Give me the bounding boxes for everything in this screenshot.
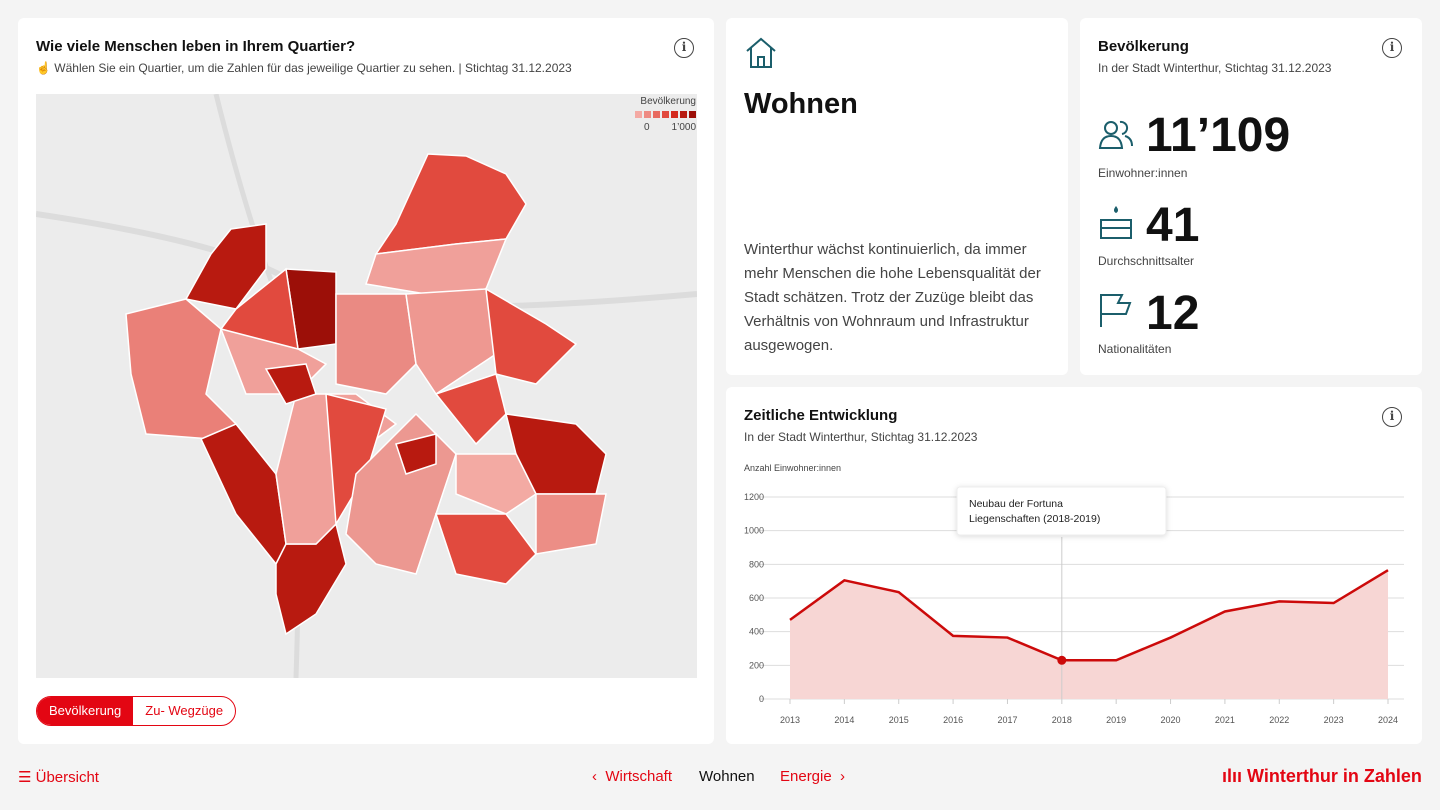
map-hint: ☝ Wählen Sie ein Quartier, um die Zahlen… xyxy=(36,61,572,75)
chart-subtitle: In der Stadt Winterthur, Stichtag 31.12.… xyxy=(744,430,978,444)
intro-text: Winterthur wächst kontinuierlich, da imm… xyxy=(744,241,1041,354)
map-card: Wie viele Menschen leben in Ihrem Quarti… xyxy=(18,18,714,744)
legend-max: 1’000 xyxy=(671,122,696,133)
kpi-value: 11’109 xyxy=(1146,109,1291,162)
brand-label: Winterthur in Zahlen xyxy=(1247,766,1422,786)
toggle-bevoelkerung[interactable]: Bevölkerung xyxy=(37,697,134,725)
house-icon xyxy=(746,37,776,68)
chevron-left-icon: ‹ xyxy=(592,768,597,785)
prev-label: Wirtschaft xyxy=(605,768,673,785)
overview-link[interactable]: ☰ Übersicht xyxy=(18,768,99,786)
y-tick-label: 400 xyxy=(749,627,764,637)
y-tick-label: 200 xyxy=(749,660,764,670)
info-icon[interactable]: i xyxy=(674,38,694,58)
population-chart: Anzahl Einwohner:innen 0 200 400 600 800 1000 1… xyxy=(744,463,1404,725)
hand-pointer-icon: ☝ xyxy=(36,61,51,75)
x-tick-label: 2019 xyxy=(1106,715,1126,725)
legend-swatch xyxy=(653,111,660,118)
intro-title: Wohnen xyxy=(744,88,858,120)
map-title: Wie viele Menschen leben in Ihrem Quarti… xyxy=(36,38,356,55)
x-tick-label: 2013 xyxy=(780,715,800,725)
x-tick-label: 2024 xyxy=(1378,715,1398,725)
brand-logo[interactable]: ılıı Winterthur in Zahlen xyxy=(1222,766,1422,787)
chart-title: Zeitliche Entwicklung xyxy=(744,407,898,424)
quarter-map[interactable] xyxy=(36,94,697,678)
x-tick-label: 2014 xyxy=(834,715,854,725)
y-tick-label: 800 xyxy=(749,559,764,569)
x-tick-label: 2023 xyxy=(1324,715,1344,725)
annotation-tooltip xyxy=(956,486,1167,536)
annotation-text: Neubau der Fortuna xyxy=(969,498,1063,510)
next-link[interactable]: Energie › xyxy=(780,768,845,785)
x-tick-label: 2015 xyxy=(889,715,909,725)
annotation-text: Liegenschaften (2018-2019) xyxy=(969,513,1100,525)
legend-title: Bevölkerung xyxy=(640,96,696,107)
map-hint-text: Wählen Sie ein Quartier, um die Zahlen f… xyxy=(54,61,572,75)
menu-icon: ☰ xyxy=(18,769,32,786)
y-tick-label: 1200 xyxy=(744,492,764,502)
kpi-label: Nationalitäten xyxy=(1098,342,1172,356)
bar-chart-icon: ılıı xyxy=(1222,766,1243,786)
next-label: Energie xyxy=(780,768,832,785)
x-tick-label: 2021 xyxy=(1215,715,1235,725)
flag-icon xyxy=(1100,294,1132,327)
prev-link[interactable]: ‹ Wirtschaft xyxy=(592,768,672,785)
y-tick-label: 600 xyxy=(749,593,764,603)
overview-label: Übersicht xyxy=(35,769,99,786)
x-tick-label: 2022 xyxy=(1269,715,1289,725)
x-tick-label: 2016 xyxy=(943,715,963,725)
kpi-label: Einwohner:innen xyxy=(1098,166,1188,180)
map-mode-toggle[interactable]: Bevölkerung Zu- Wegzüge xyxy=(36,696,237,726)
legend-min: 0 xyxy=(644,122,650,133)
legend-swatch xyxy=(635,111,642,118)
legend-swatch xyxy=(680,111,687,118)
legend-swatch xyxy=(689,111,696,118)
map-legend: Bevölkerung 0 1’000 xyxy=(635,96,696,133)
stats-subtitle: In der Stadt Winterthur, Stichtag 31.12.… xyxy=(1098,61,1332,75)
info-icon[interactable]: i xyxy=(1382,407,1402,427)
kpi-label: Durchschnittsalter xyxy=(1098,254,1195,268)
current-page: Wohnen xyxy=(699,768,755,785)
legend-swatches xyxy=(635,111,696,118)
legend-swatch xyxy=(671,111,678,118)
data-point xyxy=(1057,655,1067,665)
x-tick-label: 2017 xyxy=(997,715,1017,725)
legend-swatch xyxy=(662,111,669,118)
intro-card: Wohnen Winterthur wächst kontinuierlich,… xyxy=(726,18,1068,375)
legend-swatch xyxy=(644,111,651,118)
x-tick-label: 2018 xyxy=(1052,715,1072,725)
quarters[interactable] xyxy=(125,153,607,636)
y-tick-label: 1000 xyxy=(744,526,764,536)
chevron-right-icon: › xyxy=(840,768,846,785)
kpi-value: 41 xyxy=(1146,199,1200,252)
y-tick-label: 0 xyxy=(759,694,764,704)
stats-card: Bevölkerung In der Stadt Winterthur, Sti… xyxy=(1080,18,1422,375)
y-axis-label: Anzahl Einwohner:innen xyxy=(744,463,841,473)
stats-title: Bevölkerung xyxy=(1098,38,1189,55)
series-line xyxy=(789,569,1389,662)
people-icon xyxy=(1098,120,1133,149)
kpi-value: 12 xyxy=(1146,287,1200,340)
x-tick-label: 2020 xyxy=(1161,715,1181,725)
area-fill xyxy=(790,570,1388,699)
info-icon[interactable]: i xyxy=(1382,38,1402,58)
toggle-zu-wegzuege[interactable]: Zu- Wegzüge xyxy=(145,703,224,718)
cake-icon xyxy=(1100,206,1132,239)
